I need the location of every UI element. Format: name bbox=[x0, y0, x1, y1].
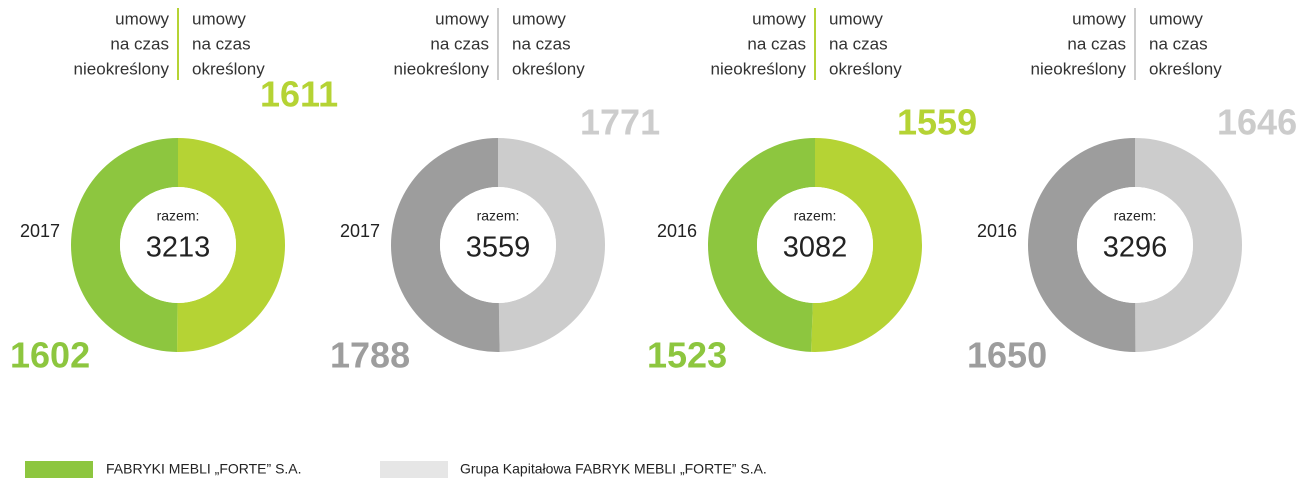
donut-hole bbox=[120, 187, 236, 303]
category-label: umowy bbox=[1072, 9, 1126, 28]
category-label: określony bbox=[1149, 59, 1222, 78]
donut-segment bbox=[390, 138, 500, 352]
legend-label: FABRYKI MEBLI „FORTE” S.A. bbox=[106, 461, 302, 477]
donut-segment bbox=[707, 138, 815, 352]
category-label: na czas bbox=[192, 34, 251, 53]
total: 3559 bbox=[466, 232, 531, 264]
category-label: na czas bbox=[1149, 34, 1208, 53]
category-label: na czas bbox=[1067, 34, 1126, 53]
year-label: 2017 bbox=[20, 221, 60, 241]
legend-swatch bbox=[25, 461, 93, 478]
center-label: razem: bbox=[157, 208, 200, 224]
category-label: umowy bbox=[1149, 9, 1203, 28]
donut-hole bbox=[1077, 187, 1193, 303]
total: 3082 bbox=[783, 232, 848, 264]
category-label: nieokreślony bbox=[711, 59, 807, 78]
center-label: razem: bbox=[1114, 208, 1157, 224]
year-label: 2016 bbox=[657, 221, 697, 241]
category-label: na czas bbox=[110, 34, 169, 53]
category-label: nieokreślony bbox=[394, 59, 490, 78]
category-label: umowy bbox=[512, 9, 566, 28]
donut-segment bbox=[811, 138, 922, 352]
category-label: umowy bbox=[192, 9, 246, 28]
total: 3296 bbox=[1103, 232, 1168, 264]
category-label: nieokreślony bbox=[1031, 59, 1127, 78]
value-label: 1523 bbox=[647, 335, 727, 376]
value-label: 1646 bbox=[1217, 102, 1297, 143]
category-label: na czas bbox=[747, 34, 806, 53]
category-label: nieokreślony bbox=[74, 59, 170, 78]
year-label: 2017 bbox=[340, 221, 380, 241]
category-label: umowy bbox=[829, 9, 883, 28]
donut-segment bbox=[177, 138, 286, 353]
year-label: 2016 bbox=[977, 221, 1017, 241]
category-label: umowy bbox=[752, 9, 806, 28]
category-label: określony bbox=[829, 59, 902, 78]
legend-swatch bbox=[380, 461, 448, 478]
center-label: razem: bbox=[477, 208, 520, 224]
category-label: na czas bbox=[512, 34, 571, 53]
total: 3213 bbox=[146, 232, 211, 264]
value-label: 1650 bbox=[967, 335, 1047, 376]
donut-hole bbox=[757, 187, 873, 303]
category-label: umowy bbox=[115, 9, 169, 28]
category-label: na czas bbox=[829, 34, 888, 53]
center-label: razem: bbox=[794, 208, 837, 224]
category-label: na czas bbox=[430, 34, 489, 53]
donut-segment bbox=[71, 138, 178, 352]
value-label: 1788 bbox=[330, 335, 410, 376]
donut-segment bbox=[1135, 138, 1243, 352]
category-label: określony bbox=[192, 59, 265, 78]
value-label: 1611 bbox=[260, 74, 338, 115]
donut-segment bbox=[498, 138, 605, 352]
category-label: określony bbox=[512, 59, 585, 78]
value-label: 1771 bbox=[580, 102, 660, 143]
legend-label: Grupa Kapitałowa FABRYK MEBLI „FORTE” S.… bbox=[460, 461, 767, 477]
donut-hole bbox=[440, 187, 556, 303]
donut-segment bbox=[1028, 138, 1136, 353]
value-label: 1602 bbox=[10, 335, 90, 376]
category-label: umowy bbox=[435, 9, 489, 28]
value-label: 1559 bbox=[897, 102, 977, 143]
